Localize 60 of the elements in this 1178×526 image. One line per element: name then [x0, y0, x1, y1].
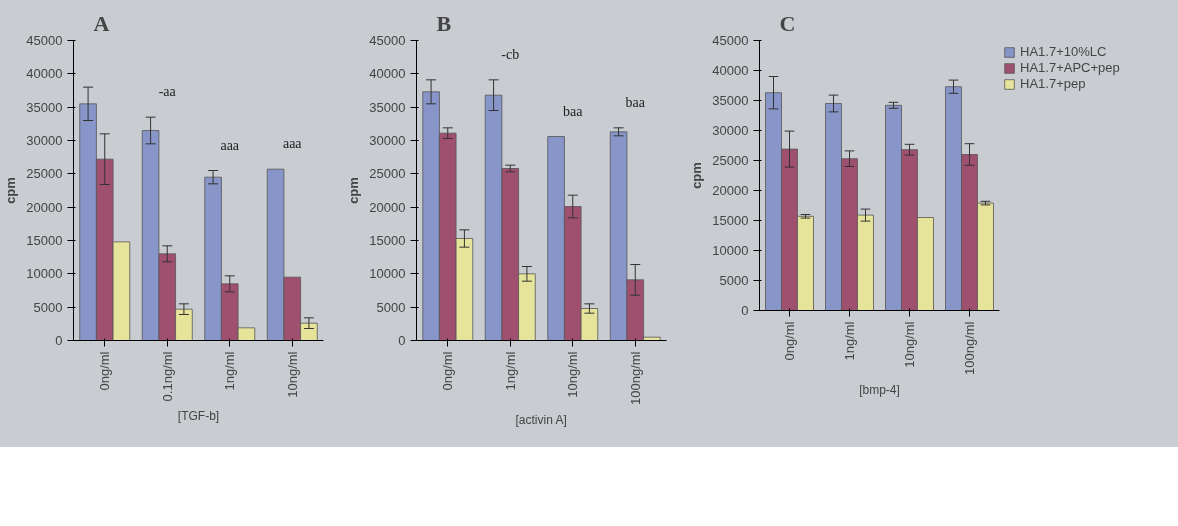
x-tick-label: 10ng/ml: [565, 351, 581, 398]
x-tick-label: 100ng/ml: [627, 351, 643, 405]
annotation: -cb: [501, 46, 520, 62]
y-tick-label: 30000: [712, 123, 749, 138]
x-axis-title: [bmp-4]: [859, 382, 900, 397]
y-tick-label: 45000: [712, 33, 749, 48]
y-tick-label: 20000: [712, 183, 749, 198]
x-tick-label: 1ng/ml: [222, 351, 238, 391]
x-tick-label: 0ng/ml: [782, 321, 797, 361]
y-tick-label: 40000: [26, 66, 63, 82]
y-tick-label: 25000: [712, 153, 749, 168]
y-tick-label: 45000: [369, 33, 406, 48]
annotation: aaa: [282, 136, 303, 152]
y-tick-label: 0: [741, 303, 749, 318]
y-tick-label: 20000: [369, 199, 406, 215]
y-tick-label: 35000: [26, 99, 63, 115]
y-tick-label: 30000: [26, 133, 63, 148]
x-tick-label: 10ng/ml: [902, 321, 917, 368]
annotation: aaa: [220, 137, 240, 153]
y-tick-label: 10000: [712, 243, 749, 258]
x-axis-title: [activin A]: [515, 412, 567, 427]
y-tick-label: 20000: [26, 199, 63, 215]
annotation: -aa: [158, 84, 177, 100]
legend-label: HA1.7+APC+pep: [1020, 60, 1120, 75]
y-tick-label: 35000: [369, 99, 406, 115]
y-tick-label: 15000: [712, 213, 749, 228]
y-tick-label: 25000: [369, 166, 406, 182]
legend-label: HA1.7+10%LC: [1020, 44, 1107, 59]
x-tick-label: 1ng/ml: [502, 351, 518, 391]
y-axis-title: cpm: [346, 177, 362, 204]
y-axis-title: cpm: [3, 177, 19, 204]
x-tick-label: 100ng/ml: [962, 321, 977, 375]
y-tick-label: 40000: [712, 63, 749, 78]
x-axis-title: [TGF-b]: [177, 409, 220, 424]
y-tick-label: 0: [55, 333, 63, 348]
y-tick-label: 15000: [26, 233, 63, 248]
y-tick-label: 0: [398, 333, 406, 348]
y-axis-title: cpm: [689, 162, 705, 189]
y-tick-label: 5000: [376, 299, 406, 315]
y-tick-label: 5000: [33, 299, 63, 315]
chart-title: A: [93, 10, 110, 36]
y-tick-label: 35000: [712, 93, 749, 108]
x-tick-label: 10ng/ml: [284, 351, 300, 398]
y-tick-label: 15000: [369, 233, 406, 248]
y-tick-label: 25000: [26, 166, 63, 182]
y-tick-label: 5000: [719, 273, 749, 288]
y-tick-label: 10000: [26, 266, 63, 282]
annotation: baa: [625, 94, 646, 110]
y-tick-label: 30000: [369, 133, 406, 148]
x-tick-label: 0ng/ml: [97, 351, 113, 391]
annotation: baa: [563, 103, 584, 119]
y-tick-label: 40000: [369, 66, 406, 82]
legend-label: HA1.7+pep: [1020, 76, 1086, 91]
x-tick-label: 0ng/ml: [440, 351, 456, 391]
y-tick-label: 10000: [369, 266, 406, 282]
y-tick-label: 45000: [26, 33, 63, 48]
x-tick-label: 0.1ng/ml: [159, 351, 175, 402]
x-tick-label: 1ng/ml: [842, 321, 857, 361]
chart-title: C: [779, 10, 796, 36]
chart-title: B: [436, 10, 452, 36]
